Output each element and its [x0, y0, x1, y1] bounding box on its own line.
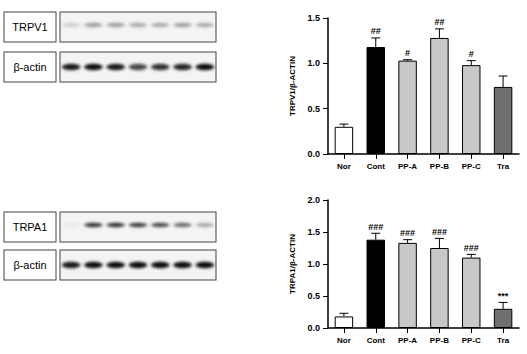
svg-text:PP-B: PP-B	[430, 336, 449, 345]
svg-text:TRPA1/β-ACTIN: TRPA1/β-ACTIN	[288, 234, 297, 294]
svg-text:TRPA1: TRPA1	[13, 221, 48, 233]
svg-text:PP-A: PP-A	[398, 336, 417, 345]
svg-text:Nor: Nor	[337, 162, 351, 171]
svg-text:1.5: 1.5	[307, 227, 320, 237]
svg-text:1.5: 1.5	[307, 13, 320, 23]
svg-text:##: ##	[371, 26, 381, 36]
svg-text:PP-B: PP-B	[430, 162, 449, 171]
svg-text:PP-C: PP-C	[462, 162, 481, 171]
svg-text:Nor: Nor	[337, 336, 351, 345]
svg-text:1.0: 1.0	[307, 259, 320, 269]
svg-text:###: ###	[400, 228, 415, 238]
svg-text:0.5: 0.5	[307, 291, 320, 301]
svg-text:***: ***	[498, 291, 509, 301]
svg-text:0.0: 0.0	[307, 323, 320, 333]
svg-text:PP-C: PP-C	[462, 336, 481, 345]
svg-text:TRPV1: TRPV1	[12, 21, 47, 33]
svg-text:##: ##	[434, 17, 444, 27]
svg-text:Cont: Cont	[367, 336, 386, 345]
svg-text:β-actin: β-actin	[13, 61, 46, 73]
svg-text:PP-A: PP-A	[398, 162, 417, 171]
svg-text:0.0: 0.0	[307, 149, 320, 159]
svg-text:#: #	[405, 48, 410, 58]
svg-text:TRPV1/β-ACTIN: TRPV1/β-ACTIN	[288, 56, 297, 116]
svg-text:###: ###	[432, 227, 447, 237]
svg-text:#: #	[469, 49, 474, 59]
svg-text:2.0: 2.0	[307, 195, 320, 205]
svg-text:Tra: Tra	[497, 336, 510, 345]
svg-text:β-actin: β-actin	[13, 259, 46, 271]
svg-text:###: ###	[368, 222, 383, 232]
svg-text:Cont: Cont	[367, 162, 386, 171]
svg-text:1.0: 1.0	[307, 58, 320, 68]
svg-text:0.5: 0.5	[307, 104, 320, 114]
svg-text:###: ###	[464, 243, 479, 253]
svg-text:Tra: Tra	[497, 162, 510, 171]
